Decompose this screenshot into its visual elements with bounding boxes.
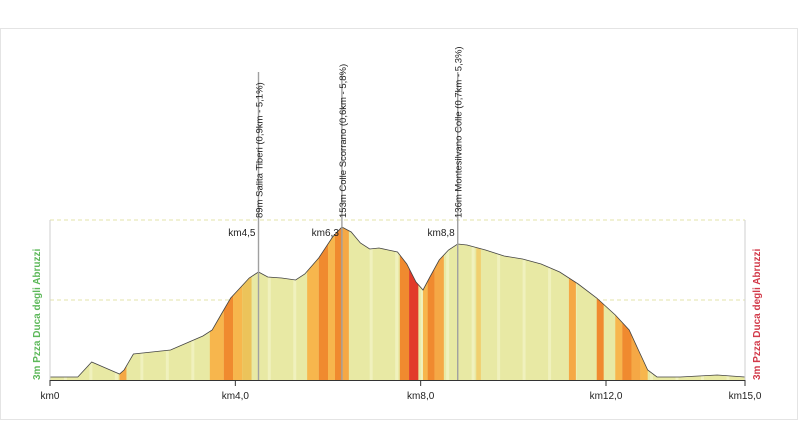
gradient-band — [341, 227, 349, 380]
profile-stripe — [497, 227, 501, 380]
x-tick-label: km15,0 — [729, 391, 762, 402]
gradient-band — [209, 227, 224, 380]
gradient-band — [223, 227, 234, 380]
finish-label: 3m Pzza Duca degli Abruzzi — [752, 248, 763, 380]
x-tick-label: km8,0 — [407, 391, 435, 402]
profile-stripe — [675, 227, 679, 380]
climb-name-label: 89m Salita Tiberi (0,9km - 5,1%) — [255, 82, 266, 218]
profile-stripe — [293, 227, 297, 380]
profile-stripe — [471, 227, 475, 380]
profile-layer — [50, 226, 746, 380]
gradient-band — [434, 227, 444, 380]
start-label: 3m Pzza Duca degli Abruzzi — [32, 248, 43, 380]
gradient-band — [409, 227, 419, 380]
profile-stripe — [63, 227, 67, 380]
gradient-band — [422, 227, 428, 380]
gradient-band — [596, 227, 604, 380]
profile-outline — [50, 226, 746, 378]
gradient-band — [307, 227, 319, 380]
dashed-guides — [50, 219, 745, 301]
gradient-band — [119, 227, 127, 380]
profile-stripe — [650, 227, 654, 380]
gradient-band — [476, 227, 481, 380]
profile-stripe — [395, 227, 399, 380]
profile-stripe — [446, 227, 450, 380]
x-tick-label: km4,0 — [222, 391, 250, 402]
profile-stripe — [369, 227, 373, 380]
profile-stripe — [726, 227, 730, 380]
gradient-band — [615, 227, 623, 380]
x-axis: km0 km4,0 km8,0 km12,0 km15,0 — [41, 220, 762, 402]
profile-stripe — [548, 227, 552, 380]
profile-stripe — [700, 227, 704, 380]
climb-km-label: km6,3 — [312, 228, 340, 239]
gradient-band — [233, 227, 243, 380]
gradient-band — [622, 227, 632, 380]
gradient-band — [328, 227, 335, 380]
climb-km-label: km8,8 — [427, 228, 455, 239]
gradient-band — [318, 227, 328, 380]
gradient-band — [427, 227, 435, 380]
gradient-band — [399, 227, 410, 380]
profile-stripe — [89, 227, 93, 380]
gradient-band — [334, 227, 342, 380]
profile-fill-group — [63, 227, 730, 380]
profile-stripe — [191, 227, 195, 380]
x-tick-label: km0 — [41, 391, 60, 402]
profile-stripe — [140, 227, 144, 380]
profile-stripe — [165, 227, 169, 380]
x-tick-label: km12,0 — [590, 391, 623, 402]
gradient-band — [568, 227, 576, 380]
gradient-band — [640, 227, 648, 380]
chart-border — [0, 28, 798, 420]
climb-name-label: 136m Montesilvano Colle (0,7km - 5,3%) — [454, 46, 465, 218]
profile-stripe — [114, 227, 118, 380]
profile-stripe — [267, 227, 271, 380]
profile-stripe — [420, 227, 424, 380]
climb-km-label: km4,5 — [228, 228, 256, 239]
profile-stripe — [522, 227, 526, 380]
gradient-band — [242, 227, 252, 380]
climb-markers: km4,5 89m Salita Tiberi (0,9km - 5,1%) km6… — [228, 46, 465, 380]
climb-name-label: 153m Colle Scorrano (0,6km - 5,8%) — [338, 64, 349, 218]
